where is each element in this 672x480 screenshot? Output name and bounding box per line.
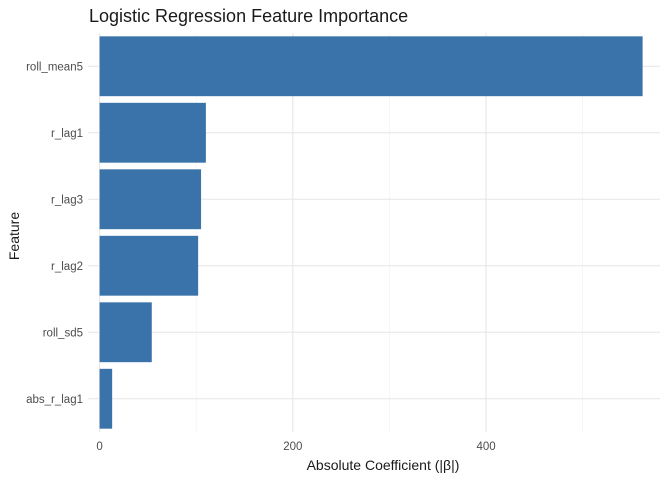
bar-roll-sd5	[99, 302, 152, 363]
bar-abs-r-lag1	[99, 368, 113, 429]
chart-title: Logistic Regression Feature Importance	[89, 6, 408, 26]
y-axis-title: Feature	[6, 212, 22, 260]
tick-labels: 0 200 400 roll_mean5 r_lag1 r_lag3 r_lag2 roll_…	[26, 61, 496, 453]
x-tick-label: 200	[283, 441, 302, 453]
y-tick-label: r_lag1	[51, 128, 83, 140]
x-tick-label: 400	[476, 441, 495, 453]
x-tick-label: 0	[96, 441, 102, 453]
y-tick-label: roll_sd5	[43, 327, 83, 339]
bar-roll-mean5	[99, 36, 643, 97]
bar-r-lag2	[99, 235, 199, 296]
y-tick-label: abs_r_lag1	[26, 394, 83, 406]
bar-r-lag3	[99, 169, 202, 230]
y-tick-label: roll_mean5	[26, 61, 83, 73]
y-tick-label: r_lag2	[51, 261, 83, 273]
bar-r-lag1	[99, 102, 206, 163]
y-tick-label: r_lag3	[51, 194, 83, 206]
bars	[99, 36, 643, 429]
x-axis-title: Absolute Coefficient (|β|)	[307, 457, 460, 473]
